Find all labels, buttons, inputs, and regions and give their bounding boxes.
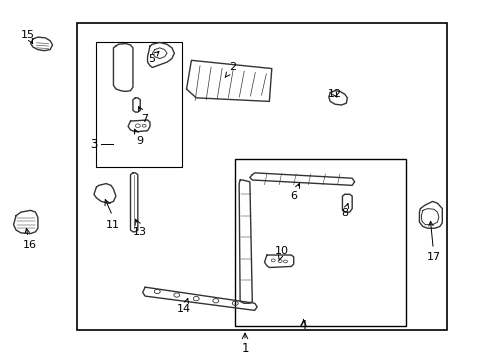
Text: 9: 9 (134, 129, 144, 147)
Text: 12: 12 (328, 89, 342, 99)
Text: 8: 8 (342, 203, 349, 218)
Text: 7: 7 (139, 107, 148, 124)
Text: 5: 5 (148, 51, 159, 64)
Text: 16: 16 (23, 229, 37, 250)
Bar (97, 42, 182, 167)
Bar (77, 23, 447, 330)
Text: 10: 10 (274, 247, 289, 260)
Text: 6: 6 (290, 184, 299, 201)
Text: 4: 4 (300, 319, 307, 332)
Text: 2: 2 (225, 63, 236, 77)
Text: 1: 1 (241, 342, 249, 355)
Text: 17: 17 (427, 221, 441, 262)
Text: 15: 15 (21, 30, 35, 44)
Text: 13: 13 (133, 227, 147, 237)
Text: 3: 3 (90, 138, 98, 151)
Bar (235, 158, 406, 327)
Text: 11: 11 (105, 220, 120, 230)
Text: 14: 14 (177, 298, 191, 314)
